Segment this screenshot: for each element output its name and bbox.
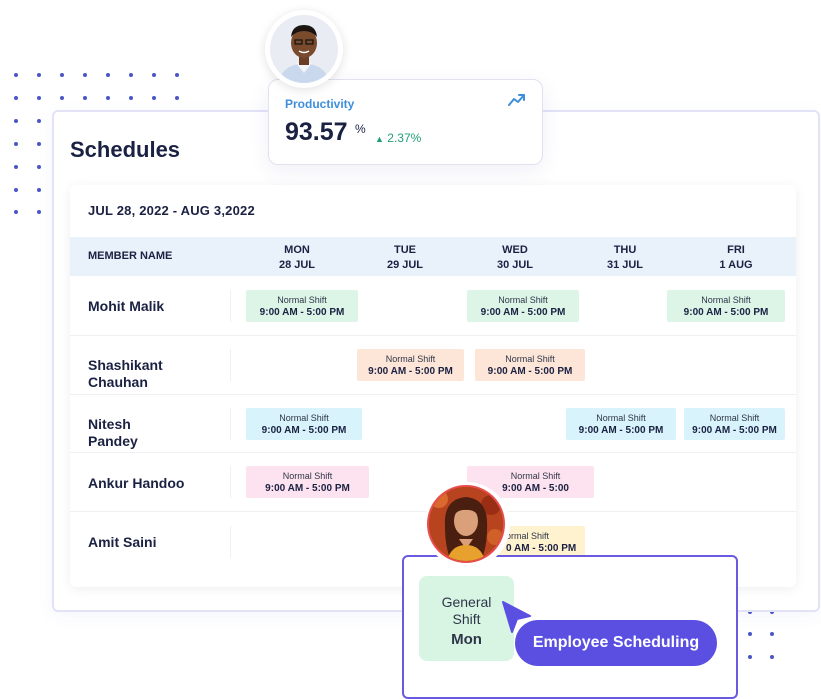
cursor-arrow-icon	[502, 601, 531, 633]
day-name: MON	[284, 244, 310, 256]
productivity-unit: %	[355, 122, 366, 136]
day-name: WED	[502, 244, 528, 256]
member-name-ankur[interactable]: Ankur Handoo	[88, 475, 185, 491]
shift-time: 9:00 AM - 5:00 PM	[265, 483, 350, 494]
member-name-amit[interactable]: Amit Saini	[88, 534, 157, 550]
shift-block[interactable]: Normal Shift 9:00 AM - 5:00 PM	[684, 408, 785, 440]
day-date: 28 JUL	[278, 259, 316, 271]
column-divider	[230, 349, 231, 381]
day-date: 1 AUG	[719, 259, 753, 271]
day-name: THU	[613, 244, 637, 256]
shift-block[interactable]: Normal Shift 9:00 AM - 5:00 PM	[566, 408, 676, 440]
shift-label: Normal Shift	[596, 413, 646, 423]
member-name-nitesh[interactable]: Nitesh Pandey	[88, 416, 138, 449]
column-header-thu: THU 31 JUL	[585, 243, 665, 273]
trend-up-icon	[508, 94, 525, 106]
shift-label: Normal Shift	[279, 413, 329, 423]
column-divider	[230, 290, 231, 322]
shift-label: Normal Shift	[385, 354, 436, 364]
productivity-label: Productivity	[285, 97, 355, 111]
day-name: FRI	[727, 244, 745, 256]
shift-block[interactable]: Normal Shift 9:00 AM - 5:00	[467, 466, 594, 498]
productivity-change: ▲ 2.37%	[375, 131, 421, 145]
day-date: 30 JUL	[496, 259, 534, 271]
employee-scheduling-button[interactable]: Employee Scheduling	[515, 620, 717, 666]
column-divider	[230, 466, 231, 498]
change-value: 2.37%	[387, 131, 422, 145]
shift-time: 0 AM - 5:00 PM	[506, 543, 577, 554]
shift-label: Normal Shift	[498, 295, 548, 305]
row-divider	[70, 335, 796, 336]
shift-time: 9:00 AM - 5:00 PM	[692, 425, 777, 436]
avatar-woman	[424, 482, 510, 568]
shift-label: Normal Shift	[505, 354, 555, 364]
column-header-fri: FRI 1 AUG	[696, 243, 776, 273]
shift-label: Normal Shift	[510, 471, 561, 481]
day-date: 31 JUL	[606, 259, 644, 271]
shift-label: ormal Shift	[506, 531, 550, 541]
shift-time: 9:00 AM - 5:00 PM	[480, 307, 566, 318]
column-divider	[230, 408, 231, 440]
day-date: 29 JUL	[386, 259, 424, 271]
page-title: Schedules	[70, 137, 181, 162]
shift-time: 9:00 AM - 5:00	[502, 483, 569, 494]
shift-block[interactable]: Normal Shift 9:00 AM - 5:00 PM	[246, 466, 369, 498]
shift-block[interactable]: Normal Shift 9:00 AM - 5:00 PM	[246, 408, 362, 440]
avatar-man	[265, 10, 343, 88]
general-shift-name: General Shift	[441, 594, 492, 627]
shift-block[interactable]: Normal Shift 9:00 AM - 5:00 PM	[667, 290, 785, 322]
shift-time: 9:00 AM - 5:00 PM	[368, 366, 453, 377]
shift-label: Normal Shift	[701, 295, 751, 305]
shift-block[interactable]: Normal Shift 9:00 AM - 5:00 PM	[467, 290, 579, 322]
column-header-member: MEMBER NAME	[88, 250, 173, 262]
up-triangle-icon: ▲	[375, 134, 384, 144]
shift-block[interactable]: Normal Shift 9:00 AM - 5:00 PM	[475, 349, 585, 381]
member-name-shashikant[interactable]: Shashikant Chauhan	[88, 357, 163, 390]
shift-block[interactable]: Normal Shift 9:00 AM - 5:00 PM	[246, 290, 358, 322]
shift-block[interactable]: Normal Shift 9:00 AM - 5:00 PM	[357, 349, 464, 381]
shift-time: 9:00 AM - 5:00 PM	[683, 307, 769, 318]
table-header	[70, 237, 796, 276]
shift-time: 9:00 AM - 5:00 PM	[261, 425, 347, 436]
day-name: TUE	[394, 244, 416, 256]
column-header-mon: MON 28 JUL	[257, 243, 337, 273]
shift-time: 9:00 AM - 5:00 PM	[259, 307, 345, 318]
shift-label: Normal Shift	[282, 471, 333, 481]
shift-time: 9:00 AM - 5:00 PM	[487, 366, 573, 377]
column-header-wed: WED 30 JUL	[475, 243, 555, 273]
productivity-value: 93.57	[285, 118, 348, 146]
shift-time: 9:00 AM - 5:00 PM	[578, 425, 664, 436]
shift-label: Normal Shift	[709, 413, 760, 423]
date-range[interactable]: JUL 28, 2022 - AUG 3,2022	[88, 203, 255, 218]
shift-label: Normal Shift	[277, 295, 327, 305]
member-name-mohit[interactable]: Mohit Malik	[88, 298, 165, 314]
general-shift-card[interactable]: General Shift Mon	[419, 576, 514, 661]
column-header-tue: TUE 29 JUL	[365, 243, 445, 273]
productivity-card	[268, 79, 543, 165]
row-divider	[70, 452, 796, 453]
general-shift-day: Mon	[451, 631, 482, 648]
row-divider	[70, 394, 796, 395]
column-divider	[230, 526, 231, 558]
